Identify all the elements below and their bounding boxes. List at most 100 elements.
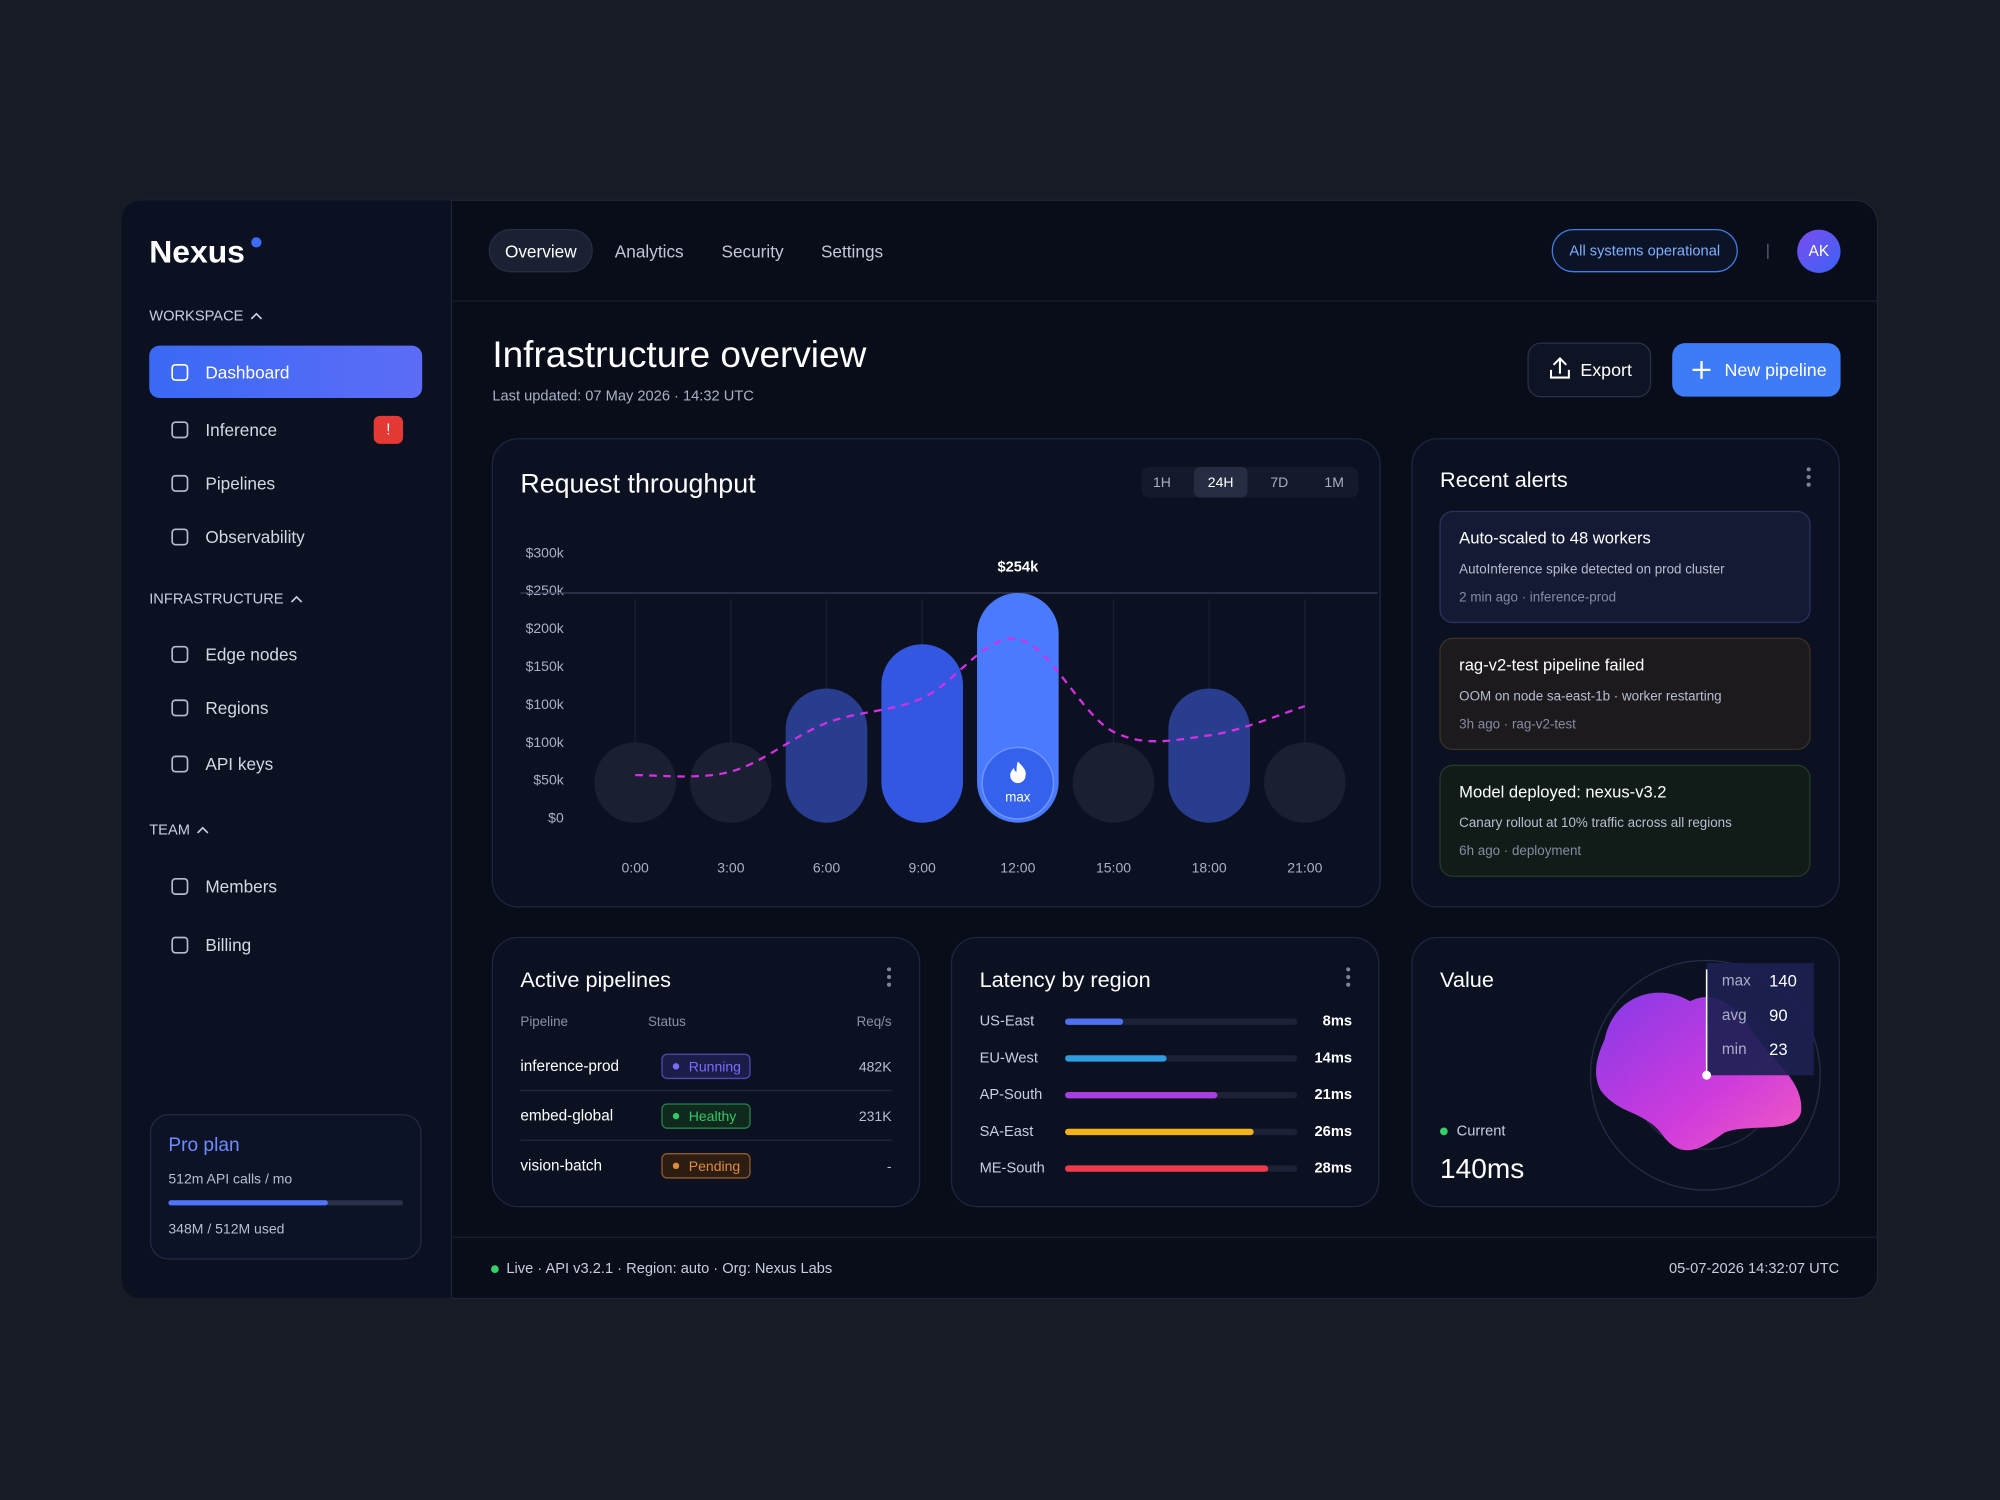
live-dot — [491, 1265, 499, 1273]
badge — [373, 415, 404, 444]
bar — [594, 742, 677, 823]
region-label: US-East — [980, 1014, 1035, 1030]
x-tick-label: 3:00 — [717, 859, 744, 875]
brand-dot — [251, 237, 262, 248]
pipeline-name: vision-batch — [520, 1157, 602, 1174]
section-title: TEAM — [149, 822, 190, 838]
alert[interactable] — [1439, 764, 1811, 877]
x-tick-label: 12:00 — [1000, 859, 1035, 875]
status-text: Pending — [689, 1158, 740, 1174]
nav-item: Regions — [205, 698, 268, 718]
stat-name: max — [1722, 972, 1751, 989]
nav-item: Observability — [205, 527, 305, 547]
bar — [1168, 688, 1250, 823]
nav-icon — [171, 421, 189, 439]
tab: Analytics — [615, 241, 684, 261]
alert-meta: 2 min ago · inference-prod — [1459, 589, 1616, 604]
current-dot — [1440, 1127, 1448, 1136]
y-tick-label: $250k — [526, 582, 565, 598]
status-dot — [672, 1063, 680, 1070]
alert-title: Auto-scaled to 48 workers — [1459, 529, 1651, 548]
avatar[interactable] — [1797, 229, 1841, 273]
plan-subtitle: 512m API calls / mo — [168, 1171, 292, 1187]
stat-value: 23 — [1769, 1040, 1787, 1059]
stat-value: 90 — [1769, 1006, 1787, 1025]
data-label: 8ms — [1323, 1014, 1352, 1030]
status-text: Healthy — [689, 1108, 737, 1124]
page-title: Infrastructure overview — [492, 334, 866, 375]
alert-text: Canary rollout at 10% traffic across all… — [1459, 815, 1732, 830]
export-button[interactable] — [1527, 342, 1652, 398]
tab: Security — [721, 241, 784, 261]
nav-item: Inference — [205, 420, 277, 440]
radial — [1589, 959, 1821, 1191]
x-tick-label: 9:00 — [909, 859, 936, 875]
stats-box — [1706, 963, 1814, 1076]
new-pipeline-button[interactable] — [1672, 343, 1841, 397]
alert-meta: 3h ago · rag-v2-test — [1459, 716, 1576, 731]
badge-text: ! — [386, 421, 390, 438]
region-label: EU-West — [980, 1050, 1038, 1066]
bar — [1264, 742, 1346, 823]
column-header: Req/s — [857, 1014, 892, 1029]
data-label: 26ms — [1315, 1124, 1353, 1140]
alert[interactable] — [1439, 510, 1811, 624]
nav-icon — [171, 755, 189, 773]
nav-icon — [171, 363, 189, 381]
pointer-dot — [1702, 1070, 1712, 1080]
y-tick-label: $0 — [548, 810, 564, 826]
status-pill — [661, 1103, 751, 1129]
status-text: All systems operational — [1569, 243, 1720, 259]
chart-title: Latency by region — [980, 967, 1151, 992]
alert[interactable] — [1439, 637, 1811, 750]
y-tick-label: $50k — [533, 772, 564, 788]
bar — [1065, 1018, 1124, 1025]
tab: Overview — [505, 241, 577, 261]
bar — [1065, 1128, 1254, 1136]
y-tick-label: $100k — [526, 696, 565, 712]
chevron — [197, 826, 209, 834]
pipeline-name: embed-global — [520, 1108, 613, 1125]
chevron — [290, 595, 303, 603]
menu-dot[interactable] — [886, 975, 892, 980]
stat-value: 140 — [1769, 971, 1797, 990]
nav-item: Members — [205, 876, 277, 896]
menu-dot[interactable] — [1806, 475, 1811, 480]
alert-title: rag-v2-test pipeline failed — [1459, 656, 1644, 675]
chevron — [250, 312, 263, 320]
req-rate: - — [887, 1158, 892, 1174]
menu-dot[interactable] — [1346, 967, 1351, 972]
range-active[interactable] — [1193, 466, 1248, 498]
stat-name: avg — [1722, 1007, 1747, 1024]
avatar-initials: AK — [1809, 243, 1830, 260]
bar — [1065, 1055, 1167, 1062]
bar — [785, 688, 868, 823]
menu-dot[interactable] — [1346, 982, 1351, 987]
data-label: 14ms — [1315, 1050, 1353, 1066]
menu-dot[interactable] — [1806, 467, 1811, 472]
menu-dot[interactable] — [886, 982, 892, 987]
status-dot — [672, 1162, 680, 1170]
menu-dot[interactable] — [1806, 482, 1811, 487]
alerts-title: Recent alerts — [1440, 467, 1568, 492]
region-label: AP-South — [980, 1087, 1043, 1103]
tab-active[interactable] — [488, 228, 593, 273]
nav-icon — [171, 699, 189, 717]
status-pill[interactable] — [1551, 228, 1738, 273]
nav-item: Pipelines — [205, 473, 275, 493]
brand: Nexus — [149, 233, 245, 269]
nav-icon — [171, 936, 189, 954]
range-option: 7D — [1270, 474, 1288, 490]
nav-icon — [171, 528, 189, 546]
bar — [881, 644, 964, 823]
pipelines-title: Active pipelines — [520, 967, 671, 992]
region-label: ME-South — [980, 1161, 1045, 1177]
footer-left: Live · API v3.2.1 · Region: auto · Org: … — [506, 1261, 832, 1277]
menu-dot[interactable] — [886, 967, 892, 972]
nav-item-active[interactable] — [149, 345, 423, 398]
nav-icon — [171, 645, 189, 663]
menu-dot[interactable] — [1346, 975, 1351, 980]
value-title: Value — [1440, 967, 1494, 992]
alert-text: OOM on node sa-east-1b · worker restarti… — [1459, 688, 1721, 703]
alert-meta: 6h ago · deployment — [1459, 843, 1581, 858]
